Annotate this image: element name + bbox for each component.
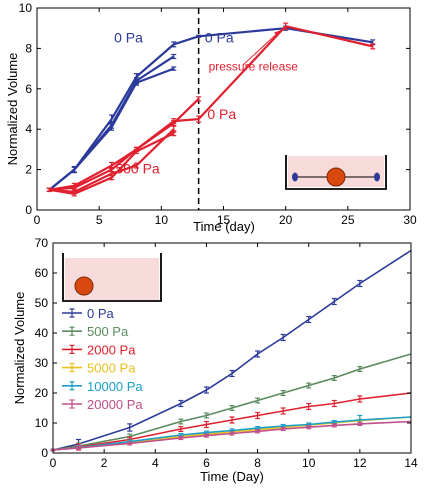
y-tick-label: 0 xyxy=(41,446,48,460)
x-tick-label: 4 xyxy=(152,456,159,470)
x-tick-label: 30 xyxy=(403,213,417,227)
x-tick-label: 0 xyxy=(34,213,41,227)
x-tick-label: 20 xyxy=(279,213,293,227)
x-tick-label: 5 xyxy=(96,213,103,227)
arrow-head xyxy=(274,30,281,37)
x-tick-label: 15 xyxy=(217,213,231,227)
series-line xyxy=(52,249,412,451)
annotation-label: 0 Pa xyxy=(207,106,236,122)
bottom-xlabel: Time (Day) xyxy=(200,469,264,484)
legend-label: 500 Pa xyxy=(87,324,129,339)
bottom-legend: 0 Pa 500 Pa 2000 Pa 5000 Pa 10000 Pa 20000 Pa xyxy=(62,306,143,412)
x-tick-label: 10 xyxy=(155,213,169,227)
bottom-axes-frame xyxy=(52,242,412,454)
x-tick-label: 6 xyxy=(203,456,210,470)
bottom-ticks: 0 2 4 6 8 10 12 14 0 10 20 30 40 50 60 70 xyxy=(35,236,418,470)
annotation-label: pressure release xyxy=(209,60,299,74)
y-tick-label: 2 xyxy=(25,163,32,177)
y-tick-label: 8 xyxy=(25,41,32,55)
y-tick-label: 0 xyxy=(25,203,32,217)
x-tick-label: 10 xyxy=(302,456,316,470)
legend-label: 2000 Pa xyxy=(87,342,136,357)
y-tick-label: 6 xyxy=(25,82,32,96)
y-tick-label: 20 xyxy=(35,386,49,400)
x-tick-label: 0 xyxy=(50,456,57,470)
x-tick-label: 14 xyxy=(404,456,418,470)
series-line xyxy=(52,420,412,451)
top-ylabel: Normalized Volume xyxy=(5,53,20,166)
series-line xyxy=(49,98,200,191)
top-plot-area: 0 Pa 0 Pa pressure release 0 Pa 500 Pa xyxy=(46,8,376,210)
legend-label: 10000 Pa xyxy=(87,379,143,394)
legend-label: 5000 Pa xyxy=(87,361,136,376)
x-tick-label: 8 xyxy=(254,456,261,470)
legend-label: 20000 Pa xyxy=(87,397,143,412)
x-tick-label: 12 xyxy=(353,456,367,470)
annotation-label: 0 Pa xyxy=(114,29,143,45)
y-tick-label: 10 xyxy=(19,1,33,15)
bottom-chart: 0 2 4 6 8 10 12 14 0 10 20 30 40 50 60 70 Time (Day) No… xyxy=(12,236,418,484)
top-ticks: 0 5 10 15 20 25 30 0 2 4 6 8 10 xyxy=(19,1,417,227)
y-tick-label: 40 xyxy=(35,326,49,340)
annotation-label: 0 Pa xyxy=(205,29,234,45)
series-line xyxy=(52,392,412,451)
top-chart: 0 Pa 0 Pa pressure release 0 Pa 500 Pa 0 5 10 1… xyxy=(5,1,417,234)
series-line xyxy=(52,416,412,451)
y-tick-label: 70 xyxy=(35,236,49,250)
legend-label: 0 Pa xyxy=(87,306,115,321)
y-tick-label: 60 xyxy=(35,266,49,280)
y-tick-label: 10 xyxy=(35,416,49,430)
top-xlabel: Time (day) xyxy=(193,219,255,234)
bottom-inset-illustration xyxy=(62,253,162,302)
series-line xyxy=(52,353,412,451)
y-tick-label: 50 xyxy=(35,296,49,310)
y-tick-label: 30 xyxy=(35,356,49,370)
bottom-ylabel: Normalized Volume xyxy=(12,292,27,405)
x-tick-label: 25 xyxy=(341,213,355,227)
pressure-release-arrow xyxy=(243,29,282,65)
y-tick-label: 4 xyxy=(25,122,32,136)
bottom-plot-area xyxy=(50,249,412,452)
annotation-label: 500 Pa xyxy=(115,161,160,177)
x-tick-label: 2 xyxy=(101,456,108,470)
top-inset-illustration xyxy=(285,154,387,190)
